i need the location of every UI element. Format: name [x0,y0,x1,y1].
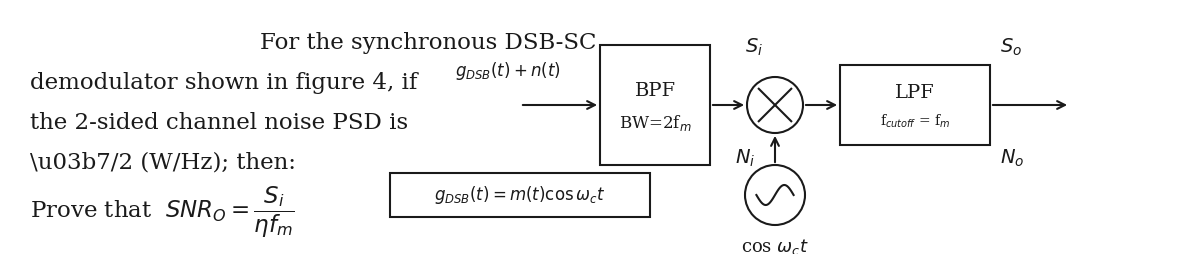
Text: $N_i$: $N_i$ [734,148,755,169]
Text: BW=2f$_m$: BW=2f$_m$ [619,113,691,133]
Text: For the synchronous DSB-SC: For the synchronous DSB-SC [260,32,596,54]
Text: $g_{DSB}(t) = m(t)\cos\omega_c t$: $g_{DSB}(t) = m(t)\cos\omega_c t$ [434,184,606,206]
Text: f$_{cutoff}$ = f$_m$: f$_{cutoff}$ = f$_m$ [880,112,950,130]
Text: $S_i$: $S_i$ [745,37,763,58]
Text: the 2-sided channel noise PSD is: the 2-sided channel noise PSD is [30,112,408,134]
FancyBboxPatch shape [840,65,990,145]
Text: \u03b7/2 (W/Hz); then:: \u03b7/2 (W/Hz); then: [30,152,296,174]
Text: Prove that  $SNR_O = \dfrac{S_i}{\eta f_m}$: Prove that $SNR_O = \dfrac{S_i}{\eta f_m… [30,185,295,240]
Circle shape [745,165,805,225]
Text: BPF: BPF [635,82,676,100]
Text: LPF: LPF [895,84,935,102]
Circle shape [746,77,803,133]
Text: $N_o$: $N_o$ [1000,148,1025,169]
Text: demodulator shown in figure 4, if: demodulator shown in figure 4, if [30,72,418,94]
FancyBboxPatch shape [390,173,650,217]
Text: $S_o$: $S_o$ [1000,37,1022,58]
Text: cos $\omega_c t$: cos $\omega_c t$ [742,237,809,254]
FancyBboxPatch shape [600,45,710,165]
Text: $g_{DSB}(t) + n(t)$: $g_{DSB}(t) + n(t)$ [455,60,560,82]
